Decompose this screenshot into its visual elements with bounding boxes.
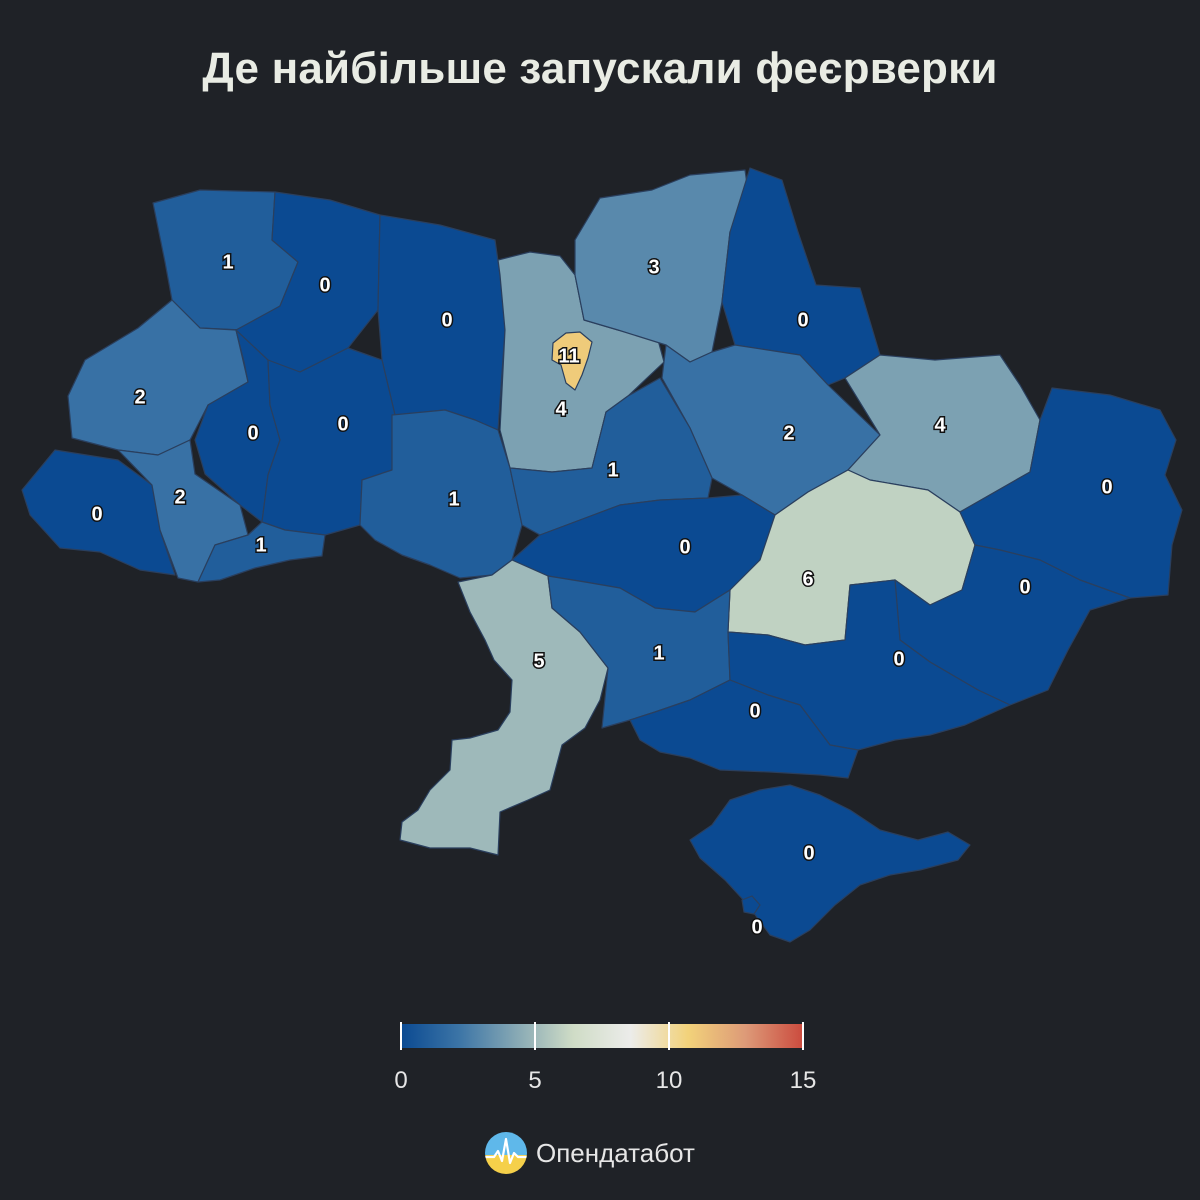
region-label-odesa: 5 xyxy=(533,650,544,672)
region-label-kirovohrad: 0 xyxy=(679,536,690,558)
legend-tick-label: 5 xyxy=(528,1067,541,1094)
brand-name: Опендатабот xyxy=(536,1137,695,1168)
pulse-logo-icon xyxy=(485,1132,527,1174)
region-crimea[interactable] xyxy=(689,784,971,943)
region-label-kharkiv: 4 xyxy=(934,414,946,436)
region-sevastopol[interactable] xyxy=(741,895,761,915)
color-scale-legend: 0 5 10 15 xyxy=(394,1022,817,1094)
region-label-donetsk: 0 xyxy=(1019,576,1030,598)
region-label-cherkasy: 1 xyxy=(607,459,618,481)
region-label-rivne: 0 xyxy=(319,274,330,296)
legend-tick-label: 15 xyxy=(790,1067,817,1094)
region-label-chernivtsi: 1 xyxy=(255,534,266,556)
region-label-ivano-frankivsk: 2 xyxy=(174,486,185,508)
region-label-kyiv-oblast: 4 xyxy=(555,398,567,420)
region-label-volyn: 1 xyxy=(222,251,233,273)
brand: Опендатабот xyxy=(484,1131,695,1175)
region-label-luhansk: 0 xyxy=(1101,476,1112,498)
region-label-crimea: 0 xyxy=(803,842,814,864)
region-label-chernihiv: 3 xyxy=(648,256,659,278)
region-chernivtsi[interactable] xyxy=(197,521,326,583)
region-label-sumy: 0 xyxy=(797,309,808,331)
region-label-lviv: 2 xyxy=(134,386,145,408)
region-label-zhytomyr: 0 xyxy=(441,309,452,331)
region-kyiv-city[interactable] xyxy=(551,331,593,391)
region-label-kherson: 0 xyxy=(749,700,760,722)
legend-tick-label: 0 xyxy=(394,1067,407,1094)
region-label-sevastopol: 0 xyxy=(751,916,762,938)
legend-tick-label: 10 xyxy=(656,1067,683,1094)
legend-color-bar xyxy=(401,1024,803,1048)
region-label-vinnytsia: 1 xyxy=(448,488,459,510)
region-label-mykolaiv: 1 xyxy=(653,642,664,664)
page-title: Де найбільше запускали феєрверки xyxy=(202,44,998,93)
ukraine-map: 1 0 0 11 4 3 0 2 0 0 2 4 0 2 1 1 1 0 0 6… xyxy=(21,167,1183,943)
region-label-zakarpattia: 0 xyxy=(91,503,102,525)
region-label-khmelnytskyi: 0 xyxy=(337,413,348,435)
region-label-poltava: 2 xyxy=(783,422,794,444)
region-luhansk[interactable] xyxy=(959,387,1183,599)
region-kherson[interactable] xyxy=(629,679,859,779)
region-vinnytsia[interactable] xyxy=(359,409,523,579)
region-label-zaporizhzhia: 0 xyxy=(893,648,904,670)
region-zakarpattia[interactable] xyxy=(21,449,176,576)
region-label-dnipropetrovsk: 6 xyxy=(802,568,813,590)
region-label-kyiv-city: 11 xyxy=(558,345,579,367)
region-label-ternopil: 0 xyxy=(247,422,258,444)
